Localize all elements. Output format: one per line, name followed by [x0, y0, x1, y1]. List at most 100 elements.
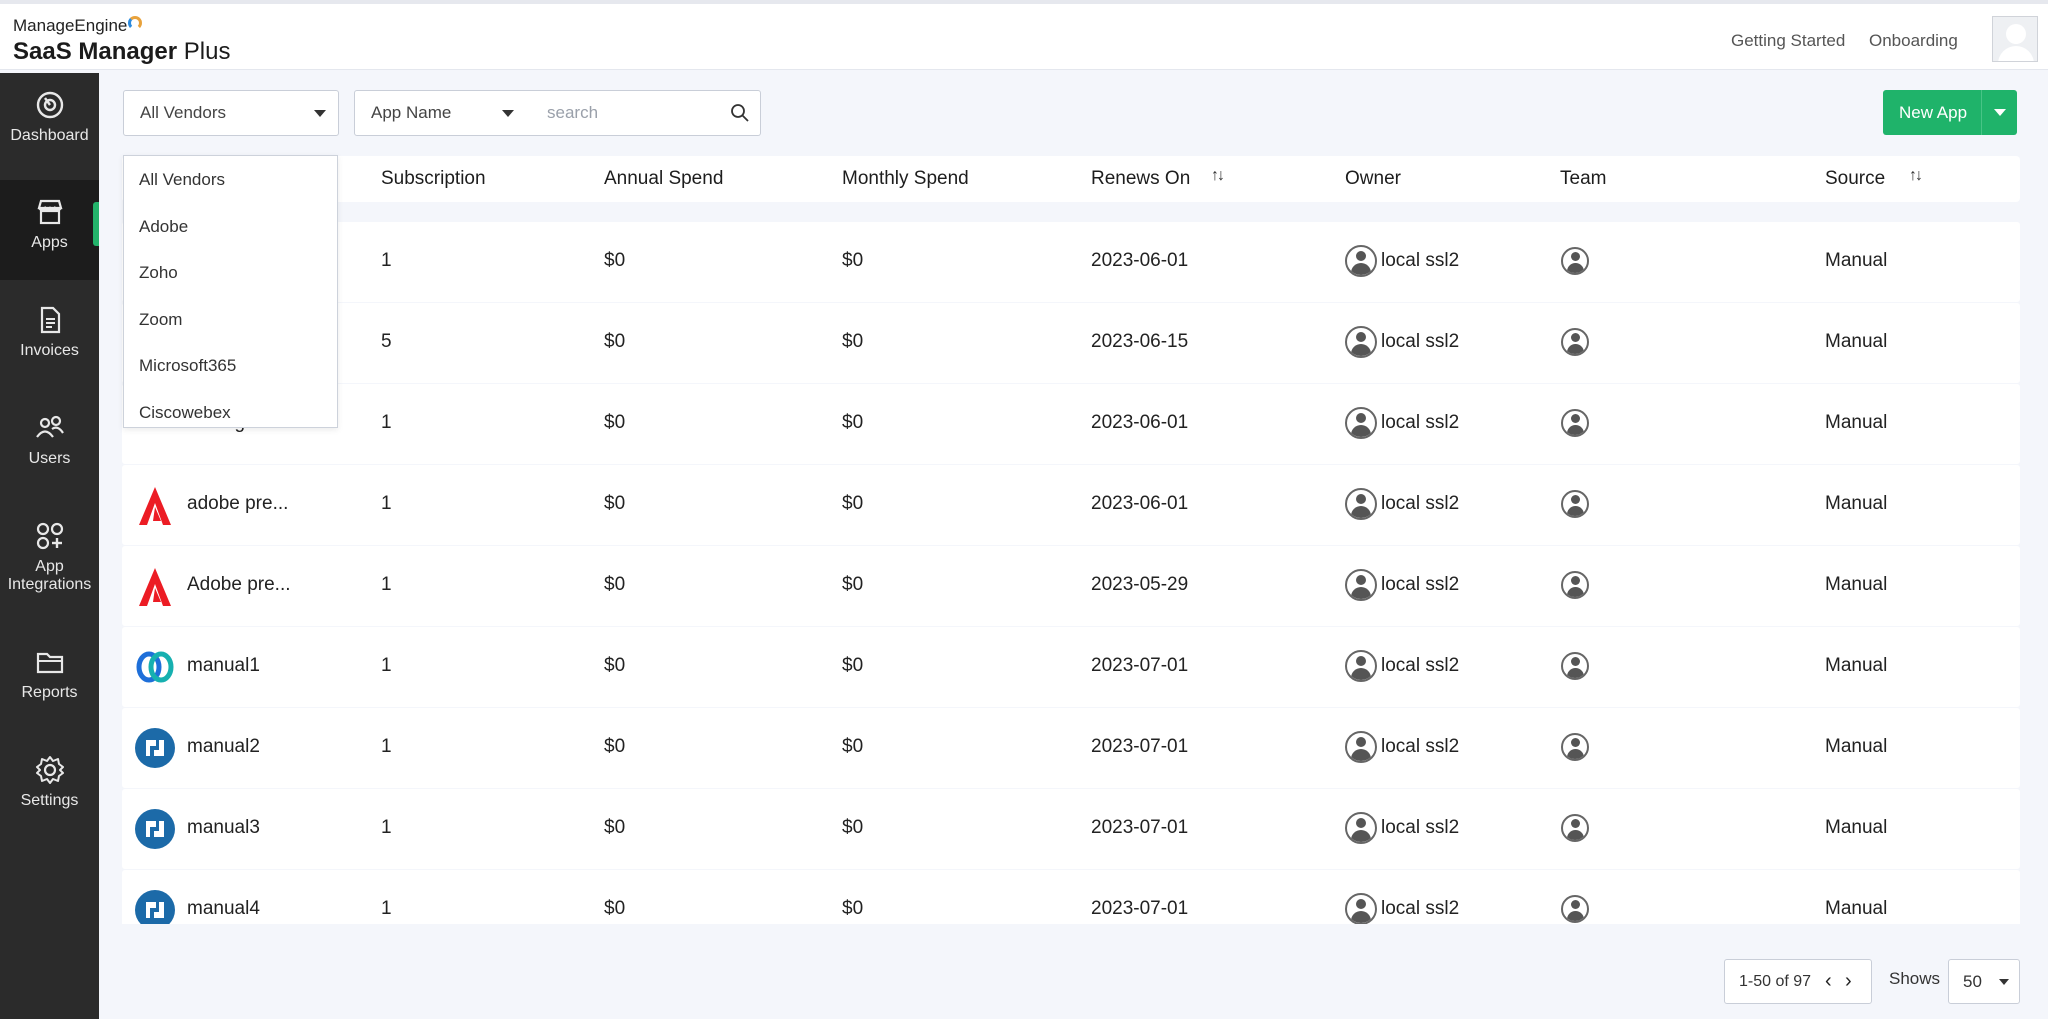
cell-subscription: 1	[381, 898, 392, 919]
sidebar-item-apps[interactable]: Apps	[0, 180, 99, 280]
cell-app-name[interactable]: adobe pre...	[187, 493, 289, 514]
table-row[interactable]: manual1 1 $0 $0 2023-07-01 local ssl2 Ma…	[122, 627, 2020, 707]
sort-icon[interactable]: ↑↓	[1909, 167, 1923, 184]
owner-avatar-icon	[1345, 650, 1377, 682]
new-app-menu-toggle[interactable]	[1981, 90, 2017, 135]
table-row[interactable]: ManageEn... 1 $0 $0 2023-06-01 local ssl…	[122, 384, 2020, 464]
table-row[interactable]: Adobe pre... 1 $0 $0 2023-05-29 local ss…	[122, 546, 2020, 626]
vendor-option[interactable]: Microsoft365	[139, 356, 237, 375]
column-renews-on[interactable]: Renews On	[1091, 168, 1191, 189]
cell-owner[interactable]: local ssl2	[1381, 331, 1460, 352]
cell-app-name[interactable]: manual4	[187, 898, 260, 919]
team-avatar-icon[interactable]	[1561, 571, 1589, 599]
caret-down-icon	[1999, 979, 2009, 985]
cell-owner[interactable]: local ssl2	[1381, 412, 1460, 433]
sidebar-item-settings[interactable]: Settings	[0, 738, 99, 838]
sidebar-item-dashboard[interactable]: Dashboard	[0, 73, 99, 173]
cell-app-name[interactable]: manual1	[187, 655, 260, 676]
pagination-control: 1-50 of 97 ‹ ›	[1724, 959, 1872, 1004]
getting-started-link[interactable]: Getting Started	[1731, 31, 1846, 50]
table-row[interactable]: manual2 1 $0 $0 2023-07-01 local ssl2 Ma…	[122, 708, 2020, 788]
cell-source: Manual	[1825, 331, 1888, 352]
vendor-option[interactable]: Adobe	[139, 217, 189, 236]
vendor-option[interactable]: Ciscowebex	[139, 403, 231, 422]
column-owner[interactable]: Owner	[1345, 168, 1401, 189]
vendor-option[interactable]: Zoho	[139, 263, 178, 282]
onboarding-link[interactable]: Onboarding	[1869, 31, 1958, 50]
sort-icon[interactable]: ↑↓	[1211, 167, 1225, 184]
cell-source: Manual	[1825, 898, 1888, 919]
cell-owner[interactable]: local ssl2	[1381, 655, 1460, 676]
column-subscription[interactable]: Subscription	[381, 168, 486, 189]
shows-label: Shows	[1889, 969, 1941, 988]
adobe-icon	[139, 487, 171, 525]
sidebar-item-reports[interactable]: Reports	[0, 630, 99, 730]
cell-annual-spend: $0	[604, 574, 626, 595]
cell-renews-on: 2023-07-01	[1091, 898, 1189, 919]
sidebar-item-invoices[interactable]: Invoices	[0, 288, 99, 388]
adobe-icon	[139, 568, 171, 606]
team-avatar-icon[interactable]	[1561, 814, 1589, 842]
table-row[interactable]: adobe pre... 1 $0 $0 2023-06-01 local ss…	[122, 465, 2020, 545]
owner-avatar-icon	[1345, 245, 1377, 277]
sidebar-item-label: Settings	[20, 792, 79, 809]
apps-table-body: 1 $0 $0 2023-06-01 local ssl2 Manual 5 $…	[122, 222, 2020, 924]
cell-monthly-spend: $0	[842, 736, 864, 757]
owner-avatar-icon	[1345, 731, 1377, 763]
cell-source: Manual	[1825, 736, 1888, 757]
cell-renews-on: 2023-07-01	[1091, 736, 1189, 757]
new-app-button[interactable]: New App	[1883, 90, 2017, 135]
cell-app-name[interactable]: manual3	[187, 817, 260, 838]
cell-annual-spend: $0	[604, 412, 626, 433]
team-avatar-icon[interactable]	[1561, 895, 1589, 923]
table-row[interactable]: 5 $0 $0 2023-06-15 local ssl2 Manual	[122, 303, 2020, 383]
per-page-select[interactable]: 50	[1948, 959, 2020, 1004]
cell-owner[interactable]: local ssl2	[1381, 817, 1460, 838]
search-icon[interactable]	[730, 103, 750, 123]
cell-app-name[interactable]: manual2	[187, 736, 260, 757]
cell-renews-on: 2023-06-01	[1091, 493, 1189, 514]
generic-app-icon	[135, 728, 175, 768]
cell-annual-spend: $0	[604, 250, 626, 271]
vendor-option[interactable]: Zoom	[139, 310, 183, 329]
cell-subscription: 1	[381, 817, 392, 838]
table-row[interactable]: manual4 1 $0 $0 2023-07-01 local ssl2 Ma…	[122, 870, 2020, 924]
cell-owner[interactable]: local ssl2	[1381, 574, 1460, 595]
team-avatar-icon[interactable]	[1561, 733, 1589, 761]
user-avatar[interactable]	[1992, 16, 2038, 62]
vendor-filter-select[interactable]: All Vendors	[123, 90, 339, 136]
team-avatar-icon[interactable]	[1561, 328, 1589, 356]
sidebar-item-app-integrations[interactable]: App Integrations	[0, 504, 99, 622]
cell-renews-on: 2023-06-01	[1091, 412, 1189, 433]
column-source[interactable]: Source	[1825, 168, 1886, 189]
table-header: Subscription Annual Spend Monthly Spend …	[122, 156, 2020, 202]
generic-app-icon	[135, 890, 175, 924]
cell-owner[interactable]: local ssl2	[1381, 250, 1460, 271]
column-monthly-spend[interactable]: Monthly Spend	[842, 168, 969, 189]
cell-subscription: 1	[381, 574, 392, 595]
cell-owner[interactable]: local ssl2	[1381, 736, 1460, 757]
team-avatar-icon[interactable]	[1561, 652, 1589, 680]
column-team[interactable]: Team	[1560, 168, 1607, 189]
cell-renews-on: 2023-06-15	[1091, 331, 1189, 352]
search-input[interactable]	[534, 91, 714, 135]
search-field-select[interactable]: App Name	[354, 90, 535, 136]
cell-owner[interactable]: local ssl2	[1381, 493, 1460, 514]
company-name: ManageEngine	[13, 16, 128, 35]
table-row[interactable]: 1 $0 $0 2023-06-01 local ssl2 Manual	[122, 222, 2020, 302]
sidebar-item-label: Apps	[31, 234, 68, 251]
vendor-option[interactable]: All Vendors	[139, 170, 225, 189]
sidebar-item-users[interactable]: Users	[0, 396, 99, 496]
cell-owner[interactable]: local ssl2	[1381, 898, 1460, 919]
team-avatar-icon[interactable]	[1561, 490, 1589, 518]
cell-subscription: 1	[381, 655, 392, 676]
cell-app-name[interactable]: Adobe pre...	[187, 574, 291, 595]
sidebar-nav: Dashboard Apps Invoices Users App Integr…	[0, 73, 99, 1019]
column-annual-spend[interactable]: Annual Spend	[604, 168, 724, 189]
new-app-label: New App	[1899, 103, 1968, 122]
team-avatar-icon[interactable]	[1561, 409, 1589, 437]
chevron-right-icon[interactable]: ›	[1845, 970, 1852, 992]
chevron-left-icon[interactable]: ‹	[1825, 970, 1832, 992]
team-avatar-icon[interactable]	[1561, 247, 1589, 275]
table-row[interactable]: manual3 1 $0 $0 2023-07-01 local ssl2 Ma…	[122, 789, 2020, 869]
